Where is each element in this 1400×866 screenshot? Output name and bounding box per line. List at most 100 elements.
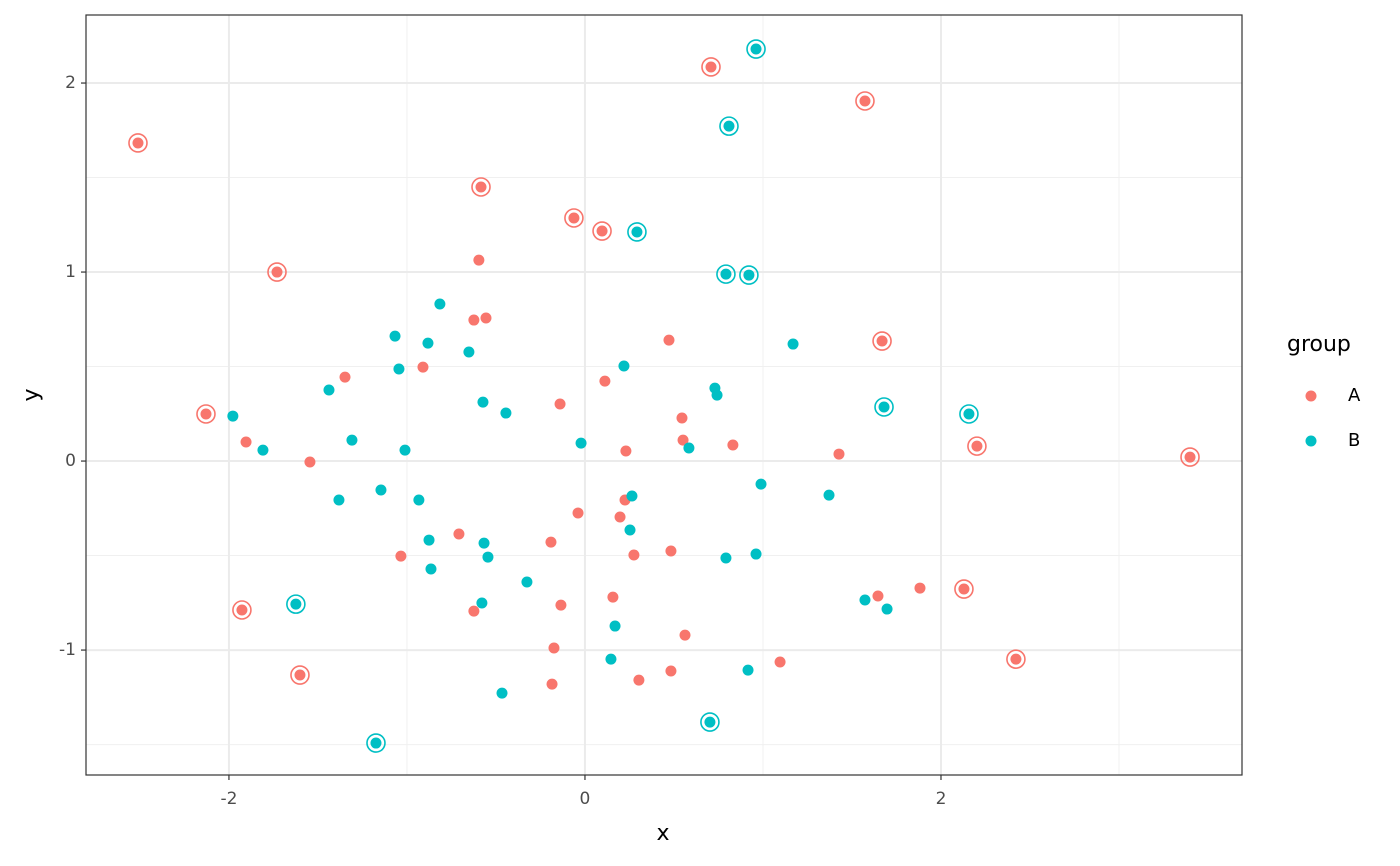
point [521,576,533,588]
highlight-ring [872,331,892,351]
point [554,398,566,410]
point [548,642,560,654]
legend-label: B [1348,430,1360,451]
point [963,408,975,420]
point [676,412,688,424]
y-tick-label: 2 [65,73,76,93]
point [711,389,723,401]
point [881,603,893,615]
legend-label: A [1348,385,1361,406]
highlight-ring [290,665,310,685]
highlight-ring [967,436,987,456]
point [568,212,580,224]
point [833,448,845,460]
point [395,550,407,562]
point [626,490,638,502]
point [971,440,983,452]
point [631,226,643,238]
highlight-ring [719,116,739,136]
point [399,444,411,456]
point [755,478,767,490]
point [628,549,640,561]
point [545,536,557,548]
point [417,361,429,373]
point [679,629,691,641]
highlight-ring [739,265,759,285]
point [743,269,755,281]
highlight-ring [716,264,736,284]
highlight-ring [874,397,894,417]
point [823,489,835,501]
point [339,371,351,383]
point [787,338,799,350]
highlight-ring [1180,447,1200,467]
point [958,583,970,595]
legend-key [1305,390,1317,402]
point [271,266,283,278]
point [240,436,252,448]
point [677,434,689,446]
point [546,678,558,690]
y-tick-label: 1 [65,262,76,282]
point [876,335,888,347]
point [423,534,435,546]
point [575,437,587,449]
point [750,43,762,55]
point [294,669,306,681]
legend-title: group [1287,332,1351,357]
highlight-ring [196,404,216,424]
x-tick-label: 2 [936,789,947,809]
panel-border [85,14,1243,776]
point [333,494,345,506]
x-axis-title: x [656,821,669,846]
point [720,552,732,564]
point [422,337,434,349]
point [1010,653,1022,665]
highlight-ring [855,91,875,111]
point [290,598,302,610]
point [236,604,248,616]
highlight-ring [959,404,979,424]
highlight-ring [701,57,721,77]
highlight-ring [700,712,720,732]
point [665,665,677,677]
point [624,524,636,536]
highlight-ring [267,262,287,282]
point [477,396,489,408]
highlight-ring [564,208,584,228]
highlight-ring [627,222,647,242]
y-axis-title: y [19,388,44,401]
point [683,442,695,454]
point [663,334,675,346]
point [468,605,480,617]
highlight-ring [1006,649,1026,669]
point [425,563,437,575]
point [605,653,617,665]
point [473,254,485,266]
x-tick-label: -2 [220,789,237,809]
point [618,360,630,372]
point [620,445,632,457]
point [878,401,890,413]
point [727,439,739,451]
point [614,511,626,523]
point [859,594,871,606]
point [607,591,619,603]
point [596,225,608,237]
highlight-ring [286,594,306,614]
point [633,674,645,686]
x-tick-label: 0 [580,789,591,809]
point [323,384,335,396]
highlight-ring [128,133,148,153]
point [705,61,717,73]
point [572,507,584,519]
point [500,407,512,419]
point [434,298,446,310]
highlight-ring [471,177,491,197]
legend-key [1305,435,1317,447]
point [774,656,786,668]
highlight-ring [232,600,252,620]
point [496,687,508,699]
point [389,330,401,342]
